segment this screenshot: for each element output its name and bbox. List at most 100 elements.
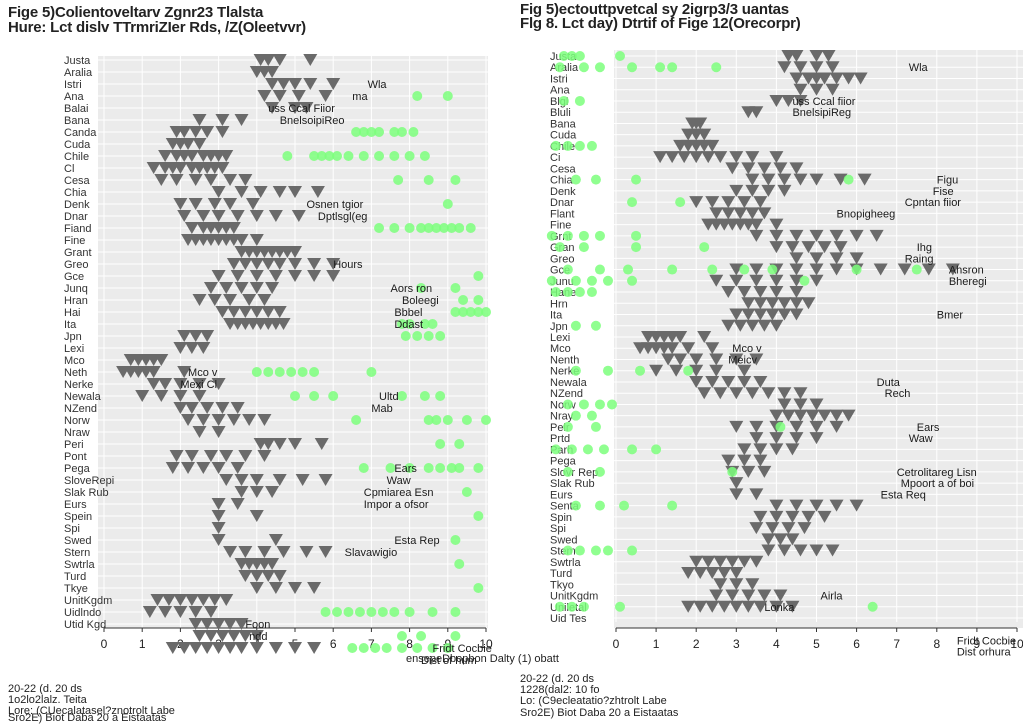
- triangle-marker: [230, 462, 245, 474]
- triangle-marker: [721, 319, 736, 332]
- circle-marker: [699, 242, 710, 253]
- triangle-marker: [649, 364, 664, 377]
- circle-marker: [843, 174, 854, 185]
- category-label: Swtrla: [64, 559, 95, 571]
- category-label: Uidlndo: [64, 607, 101, 619]
- triangle-marker: [713, 151, 728, 164]
- triangle-marker: [921, 263, 936, 276]
- triangle-marker: [869, 229, 884, 242]
- category-label: Istri: [64, 79, 82, 91]
- category-label: Lexi: [64, 343, 84, 355]
- category-label: UnitKgdm: [64, 595, 112, 607]
- annotation-label: Airla: [821, 591, 844, 603]
- annotation-label: Dist of hum: [421, 655, 477, 667]
- annotation-label: Rech: [885, 388, 911, 400]
- annotation-label: Boleegi: [402, 295, 439, 307]
- triangle-marker: [211, 534, 226, 546]
- category-label: Mco: [64, 355, 85, 367]
- triangle-marker: [849, 229, 864, 242]
- category-label: NZend: [550, 388, 583, 400]
- triangle-marker: [211, 378, 226, 390]
- right-footer-line3: Lo: (C9ecleatatio?zhtrolt Labe: [520, 695, 667, 707]
- circle-marker: [309, 391, 320, 401]
- triangle-marker: [268, 210, 283, 222]
- circle-marker: [454, 439, 465, 449]
- triangle-marker: [705, 139, 720, 152]
- triangle-marker: [785, 241, 800, 254]
- circle-marker: [332, 151, 343, 161]
- circle-marker: [381, 643, 392, 653]
- circle-marker: [435, 391, 446, 401]
- left-chart-title-line2: Hure: Lct dislv TTrmriZIer Rds, /Z(Oleet…: [8, 19, 306, 36]
- triangle-marker: [177, 126, 192, 138]
- annotation-label: BnelsipiReg: [792, 107, 851, 119]
- triangle-marker: [713, 555, 728, 568]
- triangle-marker: [789, 252, 804, 265]
- triangle-marker: [749, 488, 764, 501]
- circle-marker: [574, 545, 585, 556]
- triangle-marker: [749, 106, 764, 119]
- triangle-marker: [789, 420, 804, 433]
- circle-marker: [562, 399, 573, 410]
- triangle-marker: [203, 174, 218, 186]
- circle-marker: [450, 307, 461, 317]
- triangle-marker: [729, 578, 744, 591]
- triangle-marker: [230, 210, 245, 222]
- triangle-marker: [184, 150, 199, 162]
- right-chart-title-line1: Fig 5)ectouttpvetcal sy 2igrp3/3 uantas: [520, 1, 789, 18]
- triangle-marker: [761, 387, 776, 400]
- triangle-marker: [769, 286, 784, 299]
- triangle-marker: [249, 270, 264, 282]
- triangle-marker: [215, 162, 230, 174]
- triangle-marker: [817, 72, 832, 85]
- triangle-marker: [789, 432, 804, 445]
- annotation-label: Cetrolitareg Lisn: [897, 467, 977, 479]
- triangle-marker: [653, 151, 668, 164]
- triangle-marker: [749, 218, 764, 231]
- category-label: Slak Rub: [550, 478, 595, 490]
- x-tick-label: 3: [733, 637, 740, 651]
- category-label: Cesa: [64, 175, 91, 187]
- circle-marker: [711, 62, 722, 73]
- circle-marker: [570, 174, 581, 185]
- category-label: Neth: [64, 367, 87, 379]
- circle-marker: [590, 320, 601, 331]
- circle-marker: [594, 399, 605, 410]
- x-tick-label: 5: [813, 637, 820, 651]
- triangle-marker: [809, 263, 824, 276]
- category-label: Bana: [550, 118, 577, 130]
- circle-marker: [450, 631, 461, 641]
- triangle-marker: [265, 282, 280, 294]
- circle-marker: [554, 601, 565, 612]
- circle-marker: [578, 242, 589, 253]
- circle-marker: [562, 466, 573, 477]
- triangle-marker: [192, 390, 207, 402]
- circle-marker: [473, 307, 484, 317]
- triangle-marker: [777, 544, 792, 557]
- triangle-marker: [223, 174, 238, 186]
- category-label: Turd: [550, 568, 572, 580]
- triangle-marker: [207, 294, 222, 306]
- triangle-marker: [169, 174, 184, 186]
- triangle-marker: [299, 546, 314, 558]
- triangle-marker: [318, 546, 333, 558]
- triangle-marker: [230, 270, 245, 282]
- triangle-marker: [154, 174, 169, 186]
- circle-marker: [767, 264, 778, 275]
- circle-marker: [404, 151, 415, 161]
- triangle-marker: [261, 438, 276, 450]
- circle-marker: [481, 307, 491, 317]
- circle-marker: [351, 415, 362, 425]
- circle-marker: [450, 607, 461, 617]
- circle-marker: [631, 174, 642, 185]
- triangle-marker: [196, 210, 211, 222]
- triangle-marker: [219, 594, 234, 606]
- category-label: Fine: [64, 235, 85, 247]
- category-label: Hran: [64, 295, 88, 307]
- triangle-marker: [745, 387, 760, 400]
- triangle-marker: [261, 54, 276, 66]
- triangle-marker: [761, 544, 776, 557]
- circle-marker: [554, 242, 565, 253]
- category-label: Istri: [550, 73, 568, 85]
- circle-marker: [570, 365, 581, 376]
